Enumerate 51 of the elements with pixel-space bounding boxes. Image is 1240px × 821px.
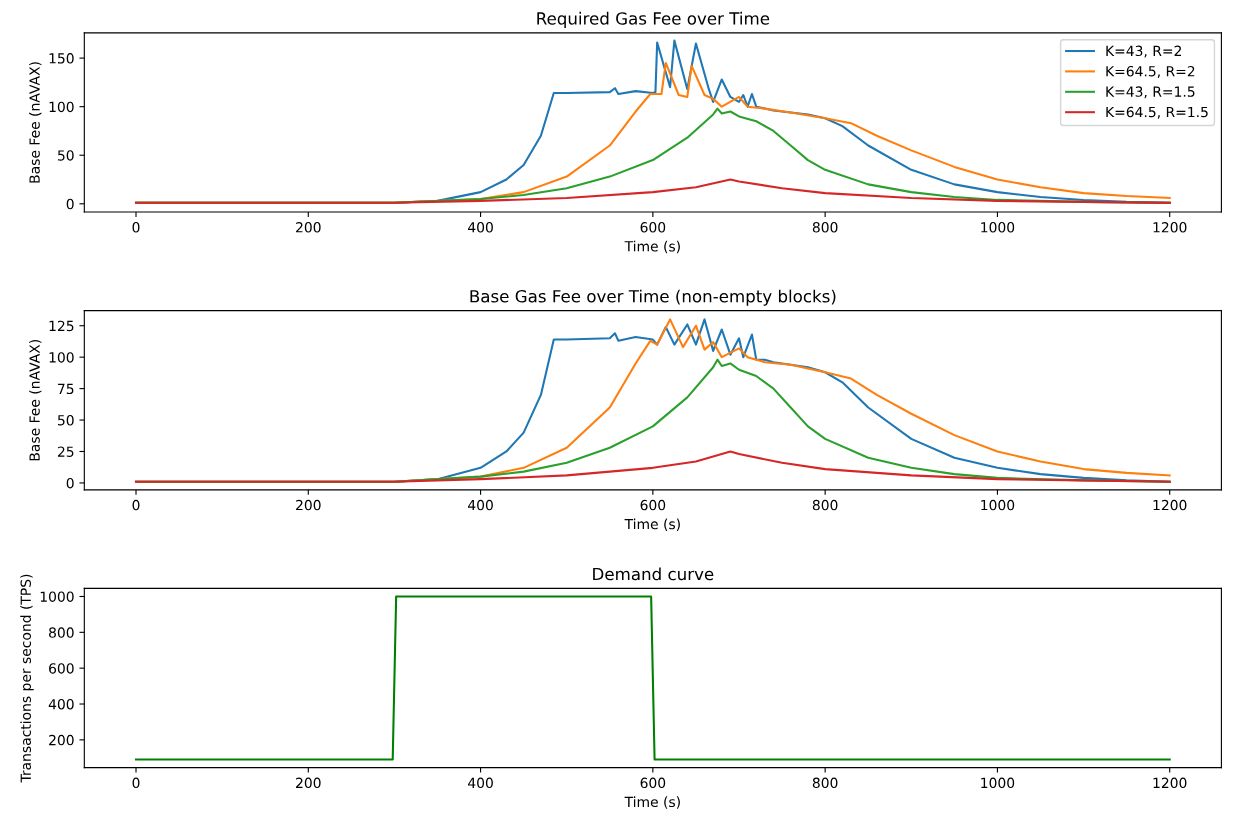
y-tick-label: 50 (58, 415, 74, 426)
legend-label: K=43, R=2 (1106, 45, 1182, 58)
legend-label: K=64.5, R=1.5 (1106, 106, 1208, 119)
y-tick-label: 100 (49, 101, 74, 113)
x-tick-label: 400 (468, 499, 493, 511)
y-tick-label: 400 (48, 698, 74, 710)
y-tick-label: 75 (58, 383, 74, 395)
x-tick-label: 800 (812, 777, 838, 789)
x-tick-label: 1000 (981, 499, 1015, 511)
chart-title: Base Gas Fee over Time (non-empty blocks) (470, 289, 836, 306)
x-tick-label: 0 (132, 222, 140, 233)
y-tick-label: 50 (58, 150, 74, 161)
legend-label: K=64.5, R=2 (1106, 65, 1195, 78)
x-axis-title: Time (s) (624, 240, 680, 254)
x-tick-label: 200 (296, 222, 321, 233)
y-axis-title: Base Fee (nAVAX) (29, 62, 42, 183)
chart-title: Required Gas Fee over Time (537, 11, 770, 28)
x-tick-label: 1200 (1153, 777, 1187, 789)
x-tick-label: 0 (132, 777, 140, 789)
chart-title: Demand curve (593, 567, 714, 581)
y-tick-label: 150 (49, 53, 74, 64)
x-tick-label: 200 (296, 777, 321, 789)
y-axis-title: Transactions per second (TPS) (20, 574, 34, 783)
y-tick-label: 800 (49, 627, 74, 638)
x-tick-label: 1200 (1153, 222, 1187, 233)
y-tick-label: 200 (49, 734, 74, 746)
line-series (134, 178, 1171, 204)
x-tick-label: 800 (812, 499, 838, 511)
y-tick-label: 0 (66, 198, 74, 210)
x-tick-label: 0 (132, 499, 140, 511)
x-tick-label: 1000 (981, 222, 1015, 233)
y-axis-title: Base Fee (nAVAX) (29, 340, 42, 461)
y-tick-label: 125 (49, 320, 74, 332)
y-tick-label: 25 (57, 446, 74, 457)
x-tick-label: 400 (468, 222, 493, 233)
x-tick-label: 1000 (981, 777, 1015, 789)
x-tick-label: 600 (640, 222, 666, 233)
x-tick-label: 1200 (1153, 499, 1187, 511)
x-axis-title: Time (s) (624, 796, 680, 809)
y-tick-label: 0 (66, 477, 74, 489)
y-tick-label: 100 (49, 352, 74, 363)
x-tick-label: 200 (296, 499, 321, 511)
x-tick-label: 600 (640, 777, 666, 789)
x-tick-label: 800 (812, 222, 838, 233)
y-tick-label: 600 (49, 663, 74, 674)
legend-label: K=43, R=1.5 (1106, 86, 1195, 99)
line-series (134, 450, 1171, 483)
x-axis-title: Time (s) (624, 518, 680, 531)
x-tick-label: 600 (640, 499, 666, 511)
x-tick-label: 400 (468, 777, 493, 789)
y-tick-label: 1000 (40, 591, 74, 602)
